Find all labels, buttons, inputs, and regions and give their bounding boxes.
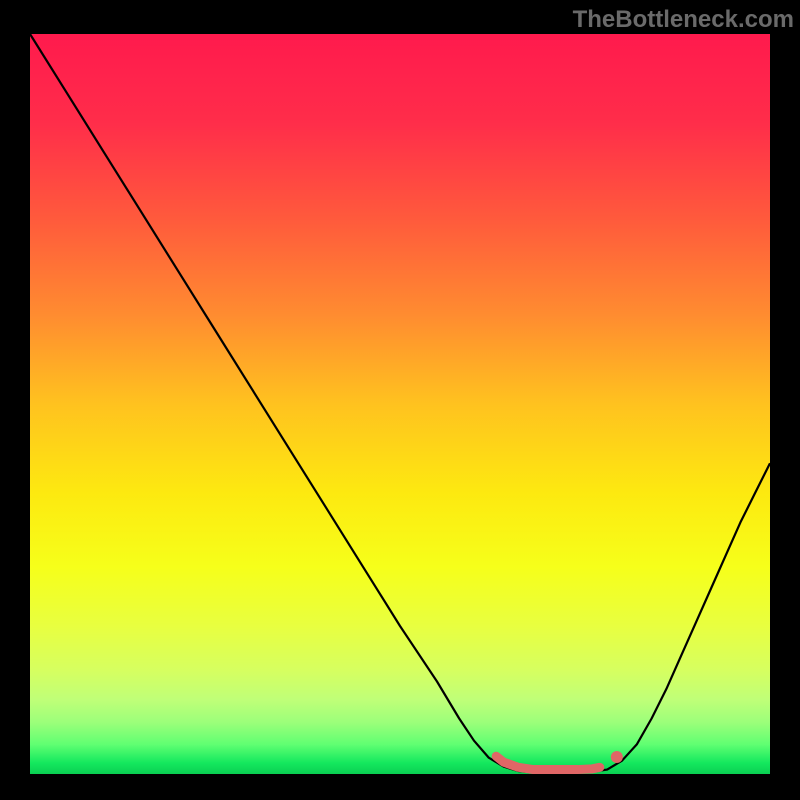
trough-end-marker — [611, 751, 623, 763]
plot-area — [30, 34, 770, 774]
chart-container: TheBottleneck.com — [0, 0, 800, 800]
watermark-text: TheBottleneck.com — [573, 6, 794, 34]
curve-overlay-svg — [30, 34, 770, 774]
trough-highlight-segment — [496, 756, 600, 769]
bottleneck-curve — [30, 34, 770, 773]
